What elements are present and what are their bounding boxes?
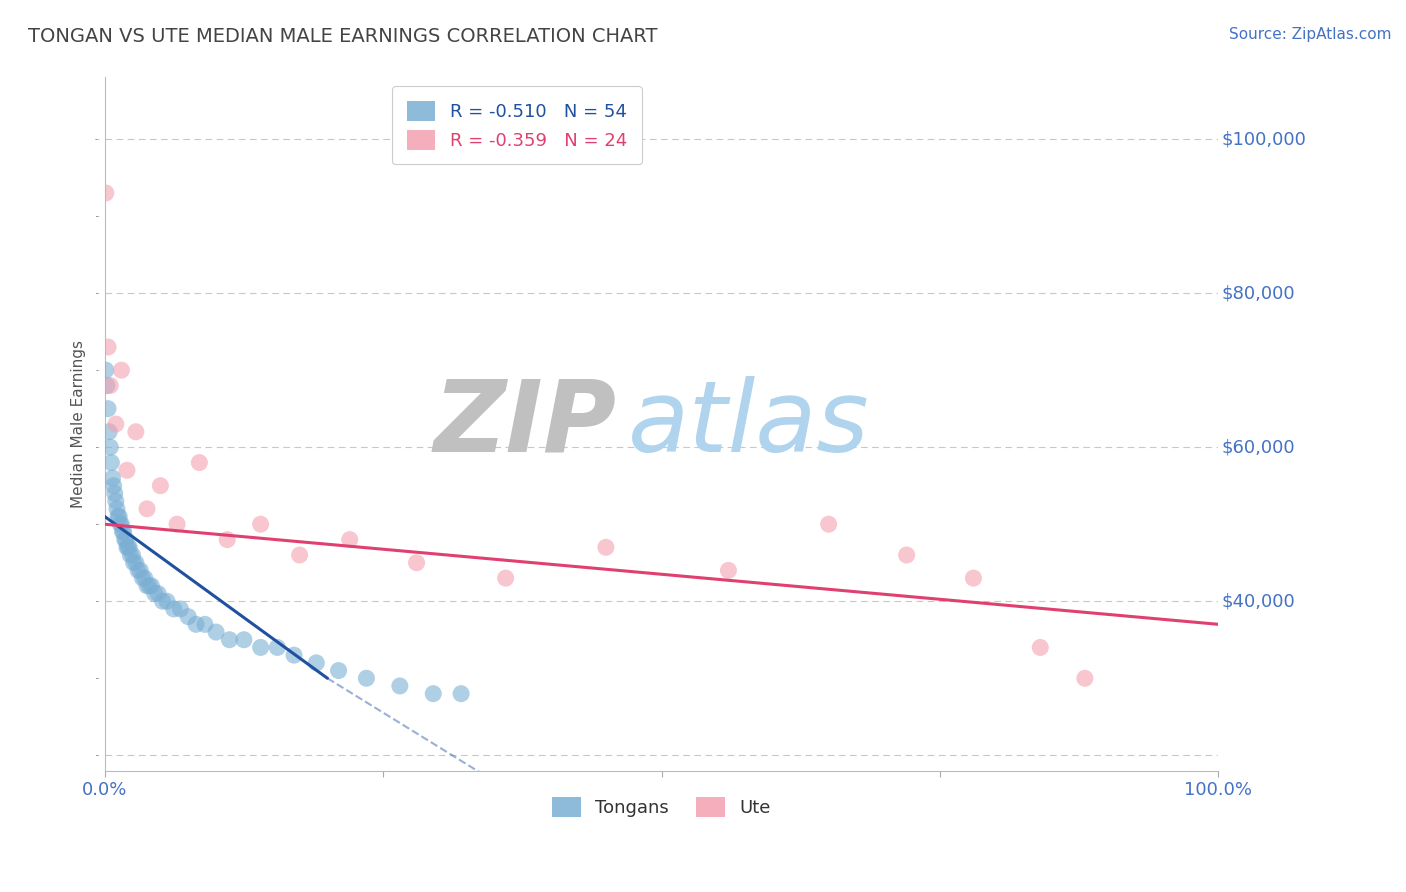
Point: [103, 478, 125, 492]
Point: [129, 563, 152, 577]
Point: [422, 687, 444, 701]
Point: [1029, 640, 1052, 655]
Point: [94, 363, 117, 377]
Text: TONGAN VS UTE MEDIAN MALE EARNINGS CORRELATION CHART: TONGAN VS UTE MEDIAN MALE EARNINGS CORRE…: [28, 27, 658, 45]
Point: [97, 401, 120, 416]
Point: [177, 609, 200, 624]
Point: [249, 640, 271, 655]
Point: [110, 517, 132, 532]
Point: [328, 664, 350, 678]
Text: $100,000: $100,000: [1222, 130, 1306, 148]
Point: [163, 602, 186, 616]
Point: [101, 471, 124, 485]
Point: [817, 517, 839, 532]
Point: [143, 586, 166, 600]
Point: [217, 533, 239, 547]
Text: Source: ZipAtlas.com: Source: ZipAtlas.com: [1229, 27, 1392, 42]
Point: [149, 478, 172, 492]
Point: [104, 494, 127, 508]
Point: [288, 548, 311, 562]
Point: [127, 563, 149, 577]
Point: [112, 524, 135, 539]
Point: [218, 632, 240, 647]
Point: [97, 340, 120, 354]
Point: [166, 517, 188, 532]
Point: [141, 579, 163, 593]
Point: [205, 625, 228, 640]
Point: [120, 548, 142, 562]
Point: [388, 679, 411, 693]
Point: [194, 617, 217, 632]
Point: [962, 571, 984, 585]
Text: $80,000: $80,000: [1222, 285, 1295, 302]
Text: $40,000: $40,000: [1222, 592, 1295, 610]
Y-axis label: Median Male Earnings: Median Male Earnings: [72, 340, 86, 508]
Point: [134, 571, 156, 585]
Point: [232, 632, 254, 647]
Point: [188, 456, 211, 470]
Point: [118, 541, 141, 555]
Text: $60,000: $60,000: [1222, 438, 1295, 456]
Legend: Tongans, Ute: Tongans, Ute: [546, 789, 779, 824]
Point: [115, 541, 138, 555]
Point: [717, 563, 740, 577]
Point: [117, 541, 139, 555]
Point: [125, 425, 148, 439]
Text: ZIP: ZIP: [434, 376, 617, 473]
Point: [110, 363, 132, 377]
Point: [100, 456, 122, 470]
Point: [96, 378, 118, 392]
Point: [156, 594, 179, 608]
Point: [495, 571, 517, 585]
Point: [105, 501, 128, 516]
Point: [595, 541, 617, 555]
Point: [136, 501, 159, 516]
Point: [108, 509, 131, 524]
Point: [356, 671, 378, 685]
Point: [110, 517, 132, 532]
Point: [184, 617, 207, 632]
Point: [339, 533, 361, 547]
Point: [131, 571, 153, 585]
Point: [146, 586, 169, 600]
Point: [98, 425, 121, 439]
Point: [104, 486, 127, 500]
Point: [450, 687, 472, 701]
Point: [138, 579, 160, 593]
Point: [305, 656, 328, 670]
Point: [122, 556, 145, 570]
Text: atlas: atlas: [628, 376, 870, 473]
Point: [136, 579, 159, 593]
Point: [115, 533, 138, 547]
Point: [249, 517, 271, 532]
Point: [152, 594, 174, 608]
Point: [104, 417, 127, 431]
Point: [169, 602, 191, 616]
Point: [405, 556, 427, 570]
Point: [98, 378, 121, 392]
Point: [266, 640, 288, 655]
Point: [98, 440, 121, 454]
Point: [125, 556, 148, 570]
Point: [114, 533, 136, 547]
Point: [121, 548, 143, 562]
Point: [94, 186, 117, 200]
Point: [107, 509, 129, 524]
Point: [896, 548, 918, 562]
Point: [1074, 671, 1097, 685]
Point: [115, 463, 138, 477]
Point: [283, 648, 305, 662]
Point: [111, 524, 134, 539]
